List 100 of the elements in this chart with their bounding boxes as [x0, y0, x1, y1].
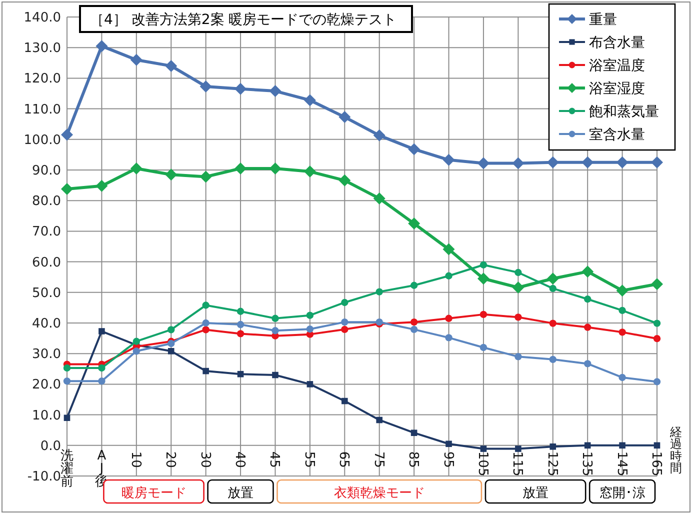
point: [445, 314, 452, 322]
point: [410, 326, 418, 334]
point: [549, 320, 556, 327]
point: [202, 368, 209, 374]
x-tick-label: 洗濯前: [60, 448, 74, 490]
note-box: 放置: [207, 479, 274, 504]
legend-label: 室含水量: [589, 127, 645, 143]
point: [165, 60, 178, 72]
point: [98, 378, 106, 385]
point: [653, 378, 661, 386]
y-tick-label: 90.0: [32, 164, 61, 178]
point: [306, 326, 314, 333]
point: [338, 174, 351, 186]
y-tick-label: 130.0: [24, 41, 61, 56]
point: [618, 328, 626, 336]
x-tick-label: 75: [370, 451, 386, 468]
point: [376, 288, 383, 296]
point: [582, 266, 594, 278]
note-box: 衣類乾燥モード: [276, 479, 482, 504]
x-tick-label: 10: [128, 451, 143, 468]
point: [304, 166, 316, 178]
point: [272, 314, 279, 322]
point: [200, 80, 212, 92]
point: [584, 296, 592, 303]
y-tick-label: 40.0: [32, 316, 61, 332]
y-tick-label: 70.0: [32, 224, 61, 240]
point: [408, 143, 420, 156]
y-tick-label: -10.0: [27, 470, 61, 484]
point: [304, 94, 316, 106]
x-tick-label: 45: [266, 451, 282, 468]
legend-label: 布含水量: [589, 35, 645, 51]
point: [200, 170, 212, 183]
y-tick-label: 30.0: [32, 347, 61, 362]
point: [338, 111, 351, 124]
point: [442, 243, 455, 256]
y-tick-label: 20.0: [32, 378, 61, 393]
point: [237, 370, 244, 378]
x-tick-label: 115: [510, 451, 525, 476]
point: [236, 330, 244, 338]
point: [168, 340, 175, 348]
point: [618, 374, 626, 382]
x-tick-label: 55: [301, 451, 316, 468]
y-tick-label: 120.0: [24, 72, 61, 87]
point: [619, 442, 626, 449]
point: [514, 268, 522, 276]
point: [130, 162, 142, 174]
chart-title: ［4］ 改善方法第2案 暖房モードでの乾燥テスト: [90, 11, 397, 28]
point: [477, 157, 490, 170]
point: [584, 360, 592, 368]
y-tick-label: 80.0: [32, 194, 61, 210]
x-axis-title: 経過時間: [669, 425, 682, 475]
point: [584, 442, 591, 449]
point: [445, 272, 452, 280]
point: [168, 348, 174, 354]
point: [234, 82, 247, 95]
point: [130, 54, 142, 66]
point: [442, 154, 455, 166]
point: [341, 318, 348, 326]
point: [654, 442, 660, 449]
point: [546, 156, 559, 168]
point: [410, 282, 418, 289]
point: [341, 398, 348, 404]
point: [410, 430, 418, 436]
point: [306, 381, 314, 388]
y-tick-label: 100.0: [24, 132, 61, 148]
x-tick-label: 65: [336, 451, 352, 468]
y-tick-label: 110.0: [24, 102, 61, 118]
point: [202, 326, 210, 334]
point: [618, 306, 626, 314]
point: [514, 314, 522, 321]
x-tick-label: 165: [648, 451, 664, 476]
point: [410, 318, 418, 326]
x-tick-label: 125: [544, 451, 560, 476]
point: [549, 284, 556, 292]
point: [616, 284, 628, 297]
note-box: 窓開･涼: [588, 479, 656, 504]
point: [512, 282, 524, 294]
legend-label: 重量: [589, 12, 617, 28]
point: [550, 443, 556, 450]
point: [63, 378, 71, 385]
point: [98, 328, 105, 334]
point: [202, 302, 210, 309]
point: [445, 334, 452, 342]
point: [96, 40, 108, 52]
y-tick-label: 10.0: [32, 408, 61, 424]
y-tick-label: 140.0: [24, 10, 61, 26]
point: [272, 327, 279, 334]
point: [408, 218, 420, 230]
x-tick-label: 40: [232, 451, 248, 468]
point: [61, 182, 73, 195]
note-box: 放置: [484, 479, 586, 504]
point: [132, 348, 140, 355]
x-tick-label: 105: [474, 451, 490, 476]
legend-label: 浴室湿度: [589, 81, 645, 97]
point: [63, 364, 71, 372]
y-tick-label: 50.0: [32, 286, 61, 301]
point: [306, 312, 314, 319]
point: [514, 353, 522, 360]
title: ［4］ 改善方法第2案 暖房モードでの乾燥テスト: [79, 5, 413, 33]
x-tick-label: 30: [197, 451, 212, 468]
